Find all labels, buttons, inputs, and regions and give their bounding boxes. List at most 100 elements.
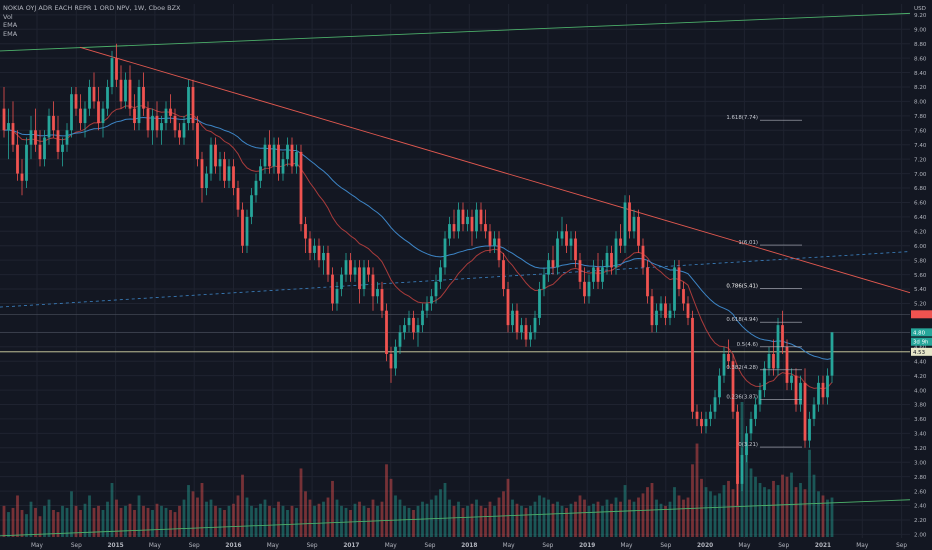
candle-body — [803, 382, 807, 441]
volume-bar — [97, 505, 100, 537]
y-tick-label-8: 7.60 — [914, 128, 927, 134]
candle-body — [745, 433, 748, 456]
lower-channel-line — [0, 499, 911, 537]
candle-body — [812, 404, 816, 419]
volume-bar — [547, 499, 550, 537]
volume-bar — [209, 499, 213, 537]
chart-legend: NOKIA OYJ ADR EACH REPR 1 ORD NPV, 1W, C… — [3, 4, 181, 38]
volume-bar — [326, 497, 330, 537]
candle-body — [110, 58, 114, 87]
candle-body — [128, 79, 132, 109]
price-axis[interactable]: 9.20 9.00 8.80 8.60 8.40 8.20 8.00 7.80 7.60 7.40… — [914, 6, 927, 539]
candle-body — [736, 411, 739, 484]
candle-body — [178, 130, 181, 138]
candle-body — [353, 267, 357, 275]
volume-bar — [682, 499, 685, 537]
candle-body — [200, 159, 204, 189]
volume-bar — [808, 449, 811, 537]
symbol-title[interactable]: NOKIA OYJ ADR EACH REPR 1 ORD NPV, 1W, C… — [3, 4, 181, 12]
candle-body — [587, 281, 591, 297]
x-tick-label-9: May — [385, 543, 398, 549]
volume-bar — [659, 503, 663, 537]
candle-body — [169, 108, 172, 116]
volume-bar — [191, 491, 195, 537]
candle-body — [403, 325, 406, 333]
legend-ema-2[interactable]: EMA — [3, 29, 18, 38]
candle-body — [452, 224, 456, 232]
volume-bar — [686, 497, 690, 537]
candle-body — [808, 418, 811, 441]
candle-body — [286, 144, 289, 160]
volume-bar — [335, 499, 339, 537]
volume-bar — [56, 512, 60, 537]
volume-bar — [830, 497, 834, 537]
y-tick-label-29: 3.20 — [914, 446, 927, 452]
volume-bar — [227, 505, 231, 537]
price-tag-bg — [911, 328, 932, 337]
candle-body — [484, 224, 487, 232]
x-tick-label-1: Sep — [71, 543, 82, 549]
volume-bar — [803, 489, 807, 537]
candle-body — [331, 274, 334, 304]
volume-bar — [146, 507, 150, 537]
volume-bar — [583, 499, 586, 537]
grid-lines — [0, 4, 910, 538]
y-tick-label-12: 6.80 — [914, 186, 927, 192]
candle-body — [326, 252, 330, 275]
volume-bar — [758, 483, 762, 537]
volume-bar — [376, 505, 379, 537]
volume-bar — [254, 507, 258, 537]
volume-bar — [619, 501, 622, 537]
volume-bar — [43, 505, 46, 537]
volume-bar — [313, 505, 316, 537]
candle-body — [398, 332, 402, 347]
x-tick-label-7: Sep — [307, 543, 318, 549]
volume-bar — [200, 483, 204, 537]
y-tick-label-6: 8.00 — [914, 100, 927, 106]
volume-bar — [178, 505, 181, 537]
volume-bar — [637, 497, 640, 537]
time-axis[interactable]: May Sep 2015 May Sep 2016 May Sep 2017 May Sep 2018… — [31, 543, 907, 549]
price-tag-label-2: 3d 9h — [913, 340, 928, 346]
price-tag-bg — [911, 337, 932, 346]
legend-volume[interactable]: Vol — [3, 12, 13, 21]
volume-bar — [34, 507, 37, 537]
candle-body — [434, 281, 438, 297]
candle-body — [376, 289, 379, 297]
y-tick-label-13: 6.60 — [914, 201, 927, 207]
volume-bar — [569, 503, 573, 537]
volume-bar — [596, 501, 600, 537]
legend-ema-1[interactable]: EMA — [3, 21, 18, 29]
x-tick-label-17: 2020 — [697, 543, 713, 549]
upper-channel-line — [0, 12, 911, 52]
volume-bar — [614, 497, 618, 537]
candle-body — [232, 166, 235, 189]
volume-bar — [632, 501, 636, 537]
volume-bar — [812, 474, 816, 537]
fib-label-5: 0.382(4.28) — [726, 365, 758, 371]
volume-bar — [434, 495, 438, 537]
candle-body — [623, 202, 627, 246]
candle-body — [74, 94, 78, 109]
candle-body — [461, 209, 465, 225]
candle-body — [119, 79, 123, 102]
volume-bar — [646, 487, 649, 537]
volume-bar — [488, 501, 492, 537]
volume-bar — [542, 497, 546, 537]
y-tick-label-25: 4.00 — [914, 388, 927, 394]
volume-bar — [457, 501, 460, 537]
candle-body — [781, 325, 784, 347]
candle-body — [227, 166, 231, 181]
volume-bar — [304, 491, 307, 537]
y-tick-label-31: 2.80 — [914, 475, 927, 481]
volume-bar — [268, 505, 271, 537]
candle-body — [43, 137, 46, 160]
candle-body — [655, 310, 658, 326]
candle-body — [754, 404, 757, 419]
volume-bar — [331, 480, 334, 537]
x-tick-label-5: 2016 — [225, 543, 241, 549]
candle-body — [713, 397, 717, 412]
candle-body — [763, 368, 766, 391]
volume-bar — [502, 491, 505, 537]
